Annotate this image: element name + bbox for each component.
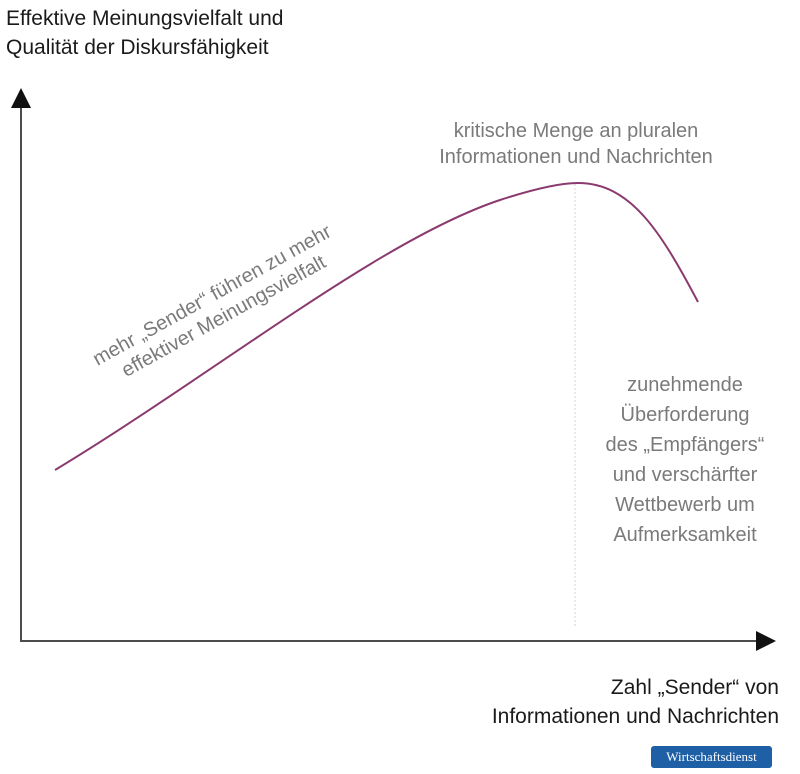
decline-annotation-line-5: Wettbewerb um <box>615 494 755 516</box>
x-axis-label: Zahl „Sender“ von Informationen und Nach… <box>492 673 779 731</box>
decline-annotation-line-2: Überforderung <box>620 404 750 426</box>
y-axis-label-line-2: Qualität der Diskursfähigkeit <box>6 36 269 59</box>
y-axis-arrowhead <box>11 88 31 108</box>
decline-annotation-line-4: und verschärfter <box>612 464 758 486</box>
x-axis-label-line-1: Zahl „Sender“ von <box>610 676 779 699</box>
publisher-badge: Wirtschaftsdienst <box>651 746 772 768</box>
decline-annotation-line-3: des „Empfängers“ <box>605 434 765 456</box>
diversity-curve <box>54 181 699 471</box>
y-axis-label-line-1: Effektive Meinungsvielfalt und <box>6 7 284 30</box>
peak-annotation-line-1: kritische Menge an pluralen <box>453 120 699 142</box>
decline-annotation: zunehmende Überforderung des „Empfängers… <box>585 370 785 550</box>
y-axis-label: Effektive Meinungsvielfalt und Qualität … <box>6 4 283 62</box>
decline-annotation-line-6: Aufmerksamkeit <box>613 524 757 546</box>
peak-annotation: kritische Menge an pluralen Informatione… <box>376 118 776 170</box>
peak-annotation-line-2: Informationen und Nachrichten <box>439 146 713 168</box>
decline-annotation-line-1: zunehmende <box>627 374 743 396</box>
x-axis-arrowhead <box>756 631 776 651</box>
x-axis-label-line-2: Informationen und Nachrichten <box>491 705 779 728</box>
